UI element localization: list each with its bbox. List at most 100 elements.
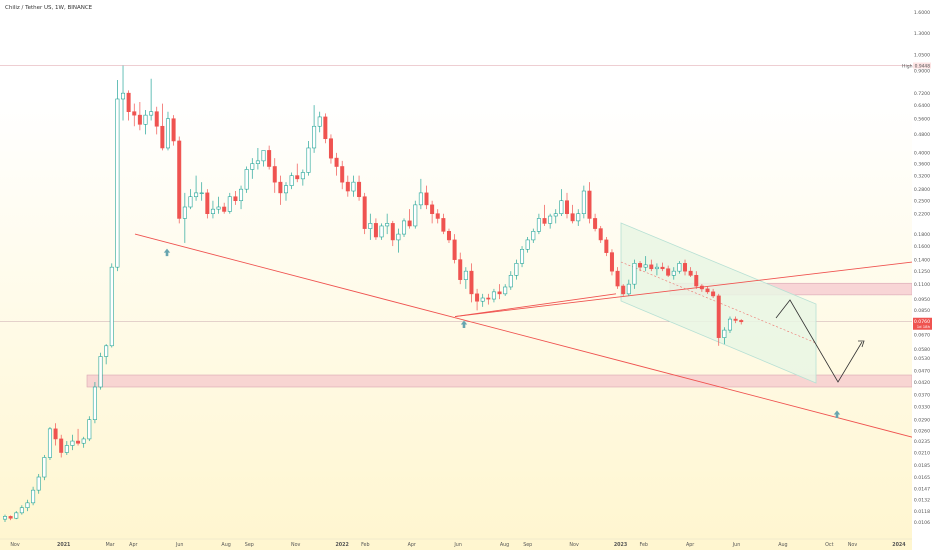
y-tick-label: 0.1600 [914,244,930,250]
candle-body [379,225,384,238]
candle-body [368,223,373,229]
candle-body [553,213,558,217]
candle-body [407,220,412,227]
candle-body [36,476,41,491]
candle-body [267,150,272,167]
y-tick-label: 0.2800 [914,187,930,193]
candle-body [705,288,710,293]
candle-body [283,185,288,194]
candle-body [2,516,8,520]
candle-body [666,268,671,276]
candle-body [261,150,266,162]
chart-header-title: Chiliz / Tether US, 1W, BINANCE [5,5,93,11]
candle-body [660,266,665,270]
up-arrow-icon [833,410,841,419]
trendline [454,293,617,317]
candle-body [222,206,227,212]
candle-body [683,263,688,272]
candle-body [272,166,277,183]
candle-body [300,172,305,180]
y-tick-label: 0.0950 [914,297,930,303]
candle-body [475,293,480,302]
candle-body [14,512,19,519]
candle-body [165,118,170,149]
candle-body [188,196,193,208]
high-value-badge [913,62,931,69]
candle-body [64,445,69,453]
candle-body [418,192,423,206]
candle-body [205,192,210,214]
candle-body [390,223,395,241]
annotations [163,248,865,419]
candle-body [233,196,238,202]
y-tick-label: 0.3600 [914,161,930,167]
candle-body [688,270,693,276]
high-value: 0.9448 [915,63,931,69]
candle-body [727,318,732,331]
y-tick-label: 0.1400 [914,257,930,263]
y-tick-label: 0.0260 [914,429,930,435]
candle-body [227,196,232,212]
y-tick-label: 0.0235 [914,439,930,445]
x-tick-label: 2021 [57,542,70,548]
candle-body [722,329,727,338]
candle-body [76,440,81,444]
candle-body [8,516,13,519]
y-tick-label: 0.9000 [914,68,930,74]
x-tick-label: Nov [10,542,20,548]
high-label: High [902,63,913,69]
y-tick-label: 1.6000 [914,10,930,16]
y-tick-label: 0.4800 [914,132,930,138]
candle-body [396,233,401,241]
x-tick-label: Jun [175,542,184,548]
candle-body [497,291,502,295]
y-tick-label: 0.5600 [914,117,930,123]
candle-body [98,356,103,388]
candle-body [654,266,659,270]
x-tick-label: Apr [129,542,137,548]
candle-body [42,457,47,478]
candle-body [53,428,58,440]
y-tick-label: 0.4000 [914,151,930,157]
y-tick-label: 0.0470 [914,368,930,374]
candle-body [104,345,109,357]
candle-body [81,438,86,444]
candle-body [413,204,418,227]
y-tick-label: 0.0185 [914,463,930,469]
candle-body [385,223,390,227]
candle-body [182,206,187,219]
y-tick-label: 0.1250 [914,269,930,275]
projection-path [775,299,863,383]
y-tick-label: 0.0147 [914,487,930,493]
y-tick-label: 0.3200 [914,173,930,179]
y-tick-label: 0.0210 [914,450,930,456]
candle-body [255,160,260,164]
y-tick-label: 0.2500 [914,199,930,205]
candle-body [570,213,575,222]
price-value: 0.0760 [914,319,930,325]
y-tick-label: 0.7200 [914,91,930,97]
candle-body [345,181,350,192]
x-tick-label: Nov [569,542,579,548]
candle-body [402,220,407,235]
candle-body [239,188,244,202]
candle-body [115,98,120,268]
candle-body [446,231,451,241]
candle-body [649,264,654,270]
x-axis: Nov 2021 Mar Apr Jun Aug Sep Nov 2022 Feb Apr Jun Au… [0,538,912,548]
x-tick-label: Feb [639,542,648,548]
candles [2,65,744,522]
candle-body [542,218,547,224]
y-tick-label: 0.0118 [914,509,930,515]
candle-body [458,259,463,280]
y-tick-label: 1.3000 [914,31,930,37]
y-tick-label: 0.0132 [914,498,930,504]
x-tick-label: Apr [408,542,416,548]
candle-body [559,200,564,214]
candle-body [733,318,738,321]
trendline [134,233,932,443]
up-arrow-icon [460,320,468,328]
x-tick-label: Nov [291,542,301,548]
candle-body [536,218,541,232]
